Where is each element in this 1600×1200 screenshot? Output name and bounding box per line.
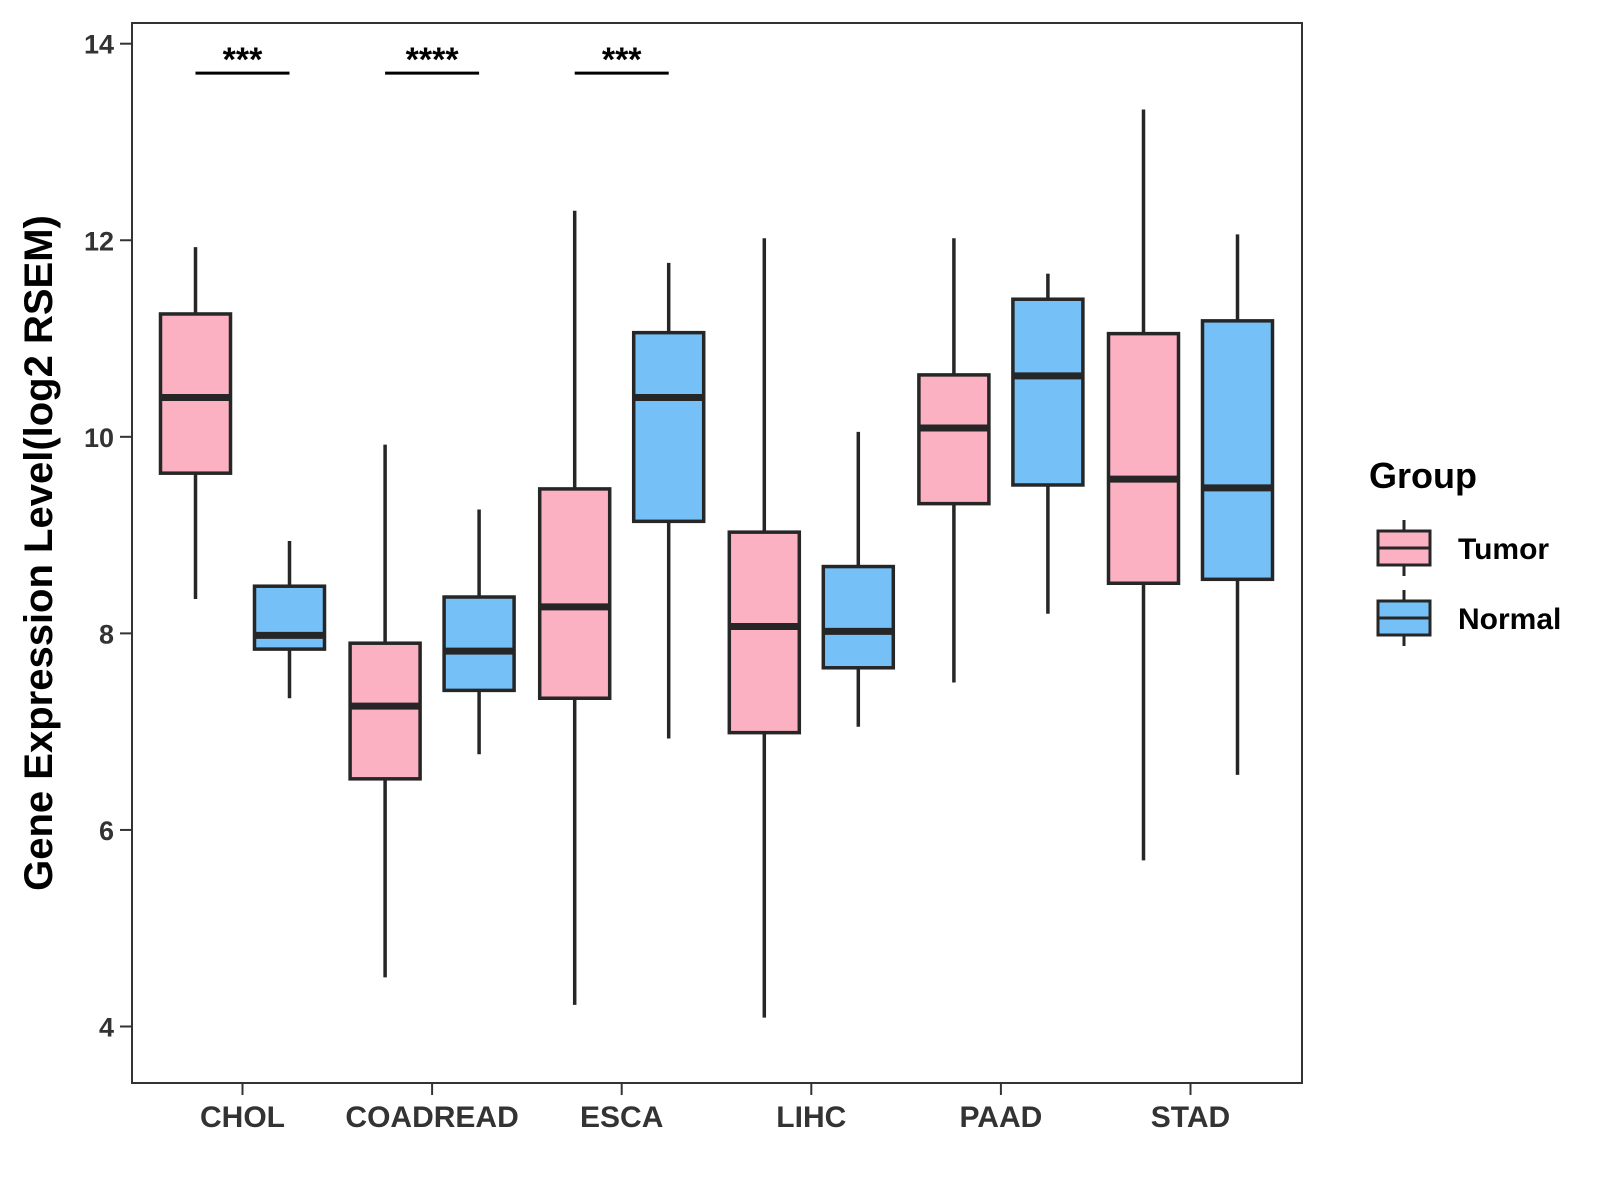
x-tick-label: COADREAD	[345, 1101, 518, 1134]
y-axis-title: Gene Expression Level(log2 RSEM)	[17, 215, 61, 891]
box-normal	[821, 564, 896, 670]
box-normal	[631, 330, 706, 524]
y-tick-label: 10	[84, 423, 114, 453]
x-tick-label: CHOL	[200, 1101, 285, 1134]
box-tumor	[348, 641, 422, 781]
x-axis: CHOL COADREAD ESCA LIHC PAAD STAD	[200, 1083, 1230, 1134]
y-tick-label: 14	[84, 30, 114, 60]
box-normal	[1200, 319, 1275, 582]
box-tumor	[158, 312, 233, 475]
legend-label-tumor: Tumor	[1458, 533, 1549, 566]
box-tumor	[1106, 331, 1181, 586]
plot-marks: *** **** ***	[158, 41, 1275, 1018]
x-tick-label: STAD	[1151, 1101, 1230, 1134]
significance-label: ***	[223, 41, 263, 79]
legend: Group Tumor Normal	[1369, 455, 1561, 646]
box-tumor	[727, 530, 802, 735]
box-normal	[442, 595, 516, 693]
box-tumor	[917, 373, 991, 506]
legend-title: Group	[1369, 455, 1477, 496]
y-axis: 4 6 8 10 12 14	[84, 30, 132, 1043]
box-normal	[1011, 297, 1085, 487]
box-normal	[252, 584, 327, 651]
y-tick-label: 12	[84, 226, 114, 256]
y-tick-label: 8	[99, 619, 114, 649]
x-tick-label: PAAD	[960, 1101, 1043, 1134]
box-tumor	[537, 487, 612, 700]
x-tick-label: LIHC	[776, 1101, 846, 1134]
significance-label: ****	[406, 41, 460, 79]
legend-label-normal: Normal	[1458, 603, 1561, 636]
y-tick-label: 6	[99, 816, 114, 846]
y-tick-label: 4	[99, 1013, 114, 1043]
x-tick-label: ESCA	[580, 1101, 663, 1134]
significance-label: ***	[602, 41, 642, 79]
